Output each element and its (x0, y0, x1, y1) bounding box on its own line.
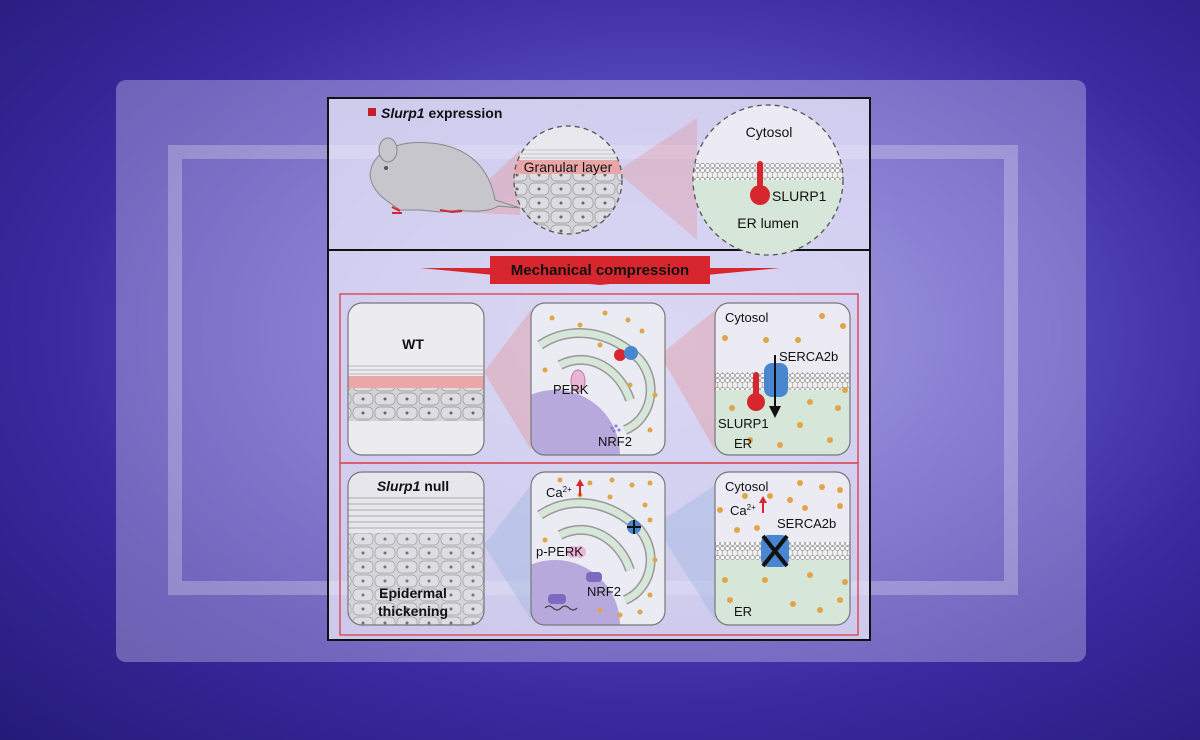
wt-label: WT (402, 336, 424, 352)
serca2b-label-wt: SERCA2b (779, 349, 838, 364)
serca2b-label-null: SERCA2b (777, 516, 836, 531)
slurp1-protein (750, 161, 770, 205)
legend-swatch (368, 108, 376, 116)
er-label-wt: ER (734, 436, 752, 451)
wt-skin-panel (348, 303, 484, 455)
cytosol-label-wt: Cytosol (725, 310, 768, 325)
slurp1-label-wt: SLURP1 (718, 416, 769, 431)
slurp1-protein-wt (747, 372, 765, 411)
granular-layer-label: Granular layer (524, 159, 613, 175)
cytosol-label: Cytosol (746, 124, 793, 140)
mouse-illustration (369, 137, 521, 215)
legend-label: Slurp1 expression (381, 105, 502, 121)
wt-er-panel (715, 303, 850, 455)
wt-cell-panel (531, 303, 665, 455)
calcium-label-right: Ca2+ (730, 503, 756, 518)
er-label-null: ER (734, 604, 752, 619)
thickening-label-1: Epidermal (379, 585, 447, 601)
null-skin-panel (348, 472, 484, 625)
null-section (339, 462, 859, 636)
nrf2-label-null: NRF2 (587, 584, 621, 599)
cytosol-label-null: Cytosol (725, 479, 768, 494)
slurp1-label: SLURP1 (772, 188, 827, 204)
compression-arrow (420, 256, 780, 285)
perk-label: PERK (553, 382, 589, 397)
nrf2-label: NRF2 (598, 434, 632, 449)
thickening-label-2: thickening (378, 603, 448, 619)
banner-label: Mechanical compression (511, 262, 689, 279)
calcium-label-mid: Ca2+ (546, 485, 572, 500)
p-perk-label: p-PERK (536, 544, 583, 559)
null-label: Slurp1 null (377, 478, 449, 494)
er-lumen-label: ER lumen (737, 215, 798, 231)
block-x-icon (761, 534, 789, 568)
serca2b-inhibited-icon (627, 520, 641, 534)
